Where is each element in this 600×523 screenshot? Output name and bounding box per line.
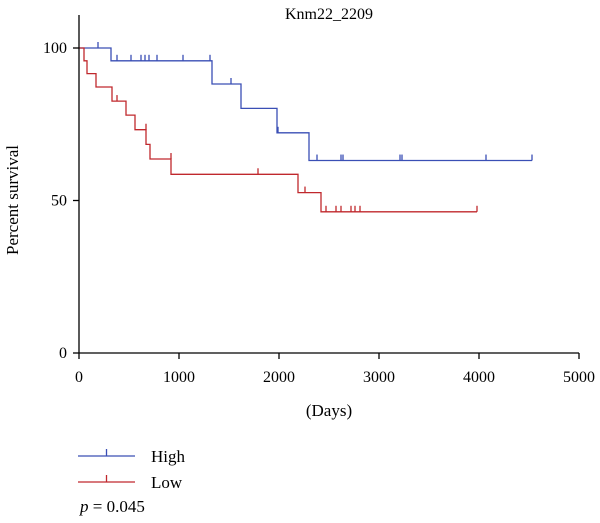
chart-legend: High Low — [78, 447, 186, 492]
legend-label-high: High — [151, 447, 186, 466]
y-tick-label: 100 — [43, 40, 67, 57]
x-tick-label: 0 — [75, 369, 83, 386]
x-tick-label: 2000 — [263, 369, 295, 386]
x-axis-title: (Days) — [306, 401, 352, 420]
p-value-annotation: p = 0.045 — [79, 497, 145, 516]
x-tick-label: 4000 — [463, 369, 495, 386]
x-tick-label: 3000 — [363, 369, 395, 386]
survival-curves — [79, 42, 533, 213]
y-tick-label: 0 — [59, 345, 67, 362]
y-tick-label: 50 — [51, 193, 67, 210]
legend-item-low: Low — [78, 473, 183, 492]
x-tick-label: 1000 — [163, 369, 195, 386]
chart-title: Knm22_2209 — [285, 6, 373, 23]
chart-axes — [78, 15, 579, 354]
x-tick-label: 5000 — [563, 369, 595, 386]
p-value-symbol: p — [79, 497, 89, 516]
series-line-high — [79, 47, 532, 162]
y-axis-title: Percent survival — [3, 145, 22, 255]
legend-item-high: High — [78, 447, 186, 466]
axis-ticks: 0 1000 2000 3000 4000 5000 0 50 100 — [43, 40, 595, 386]
series-line-low — [79, 47, 477, 213]
p-value-text: = 0.045 — [89, 497, 145, 516]
legend-label-low: Low — [151, 473, 183, 492]
